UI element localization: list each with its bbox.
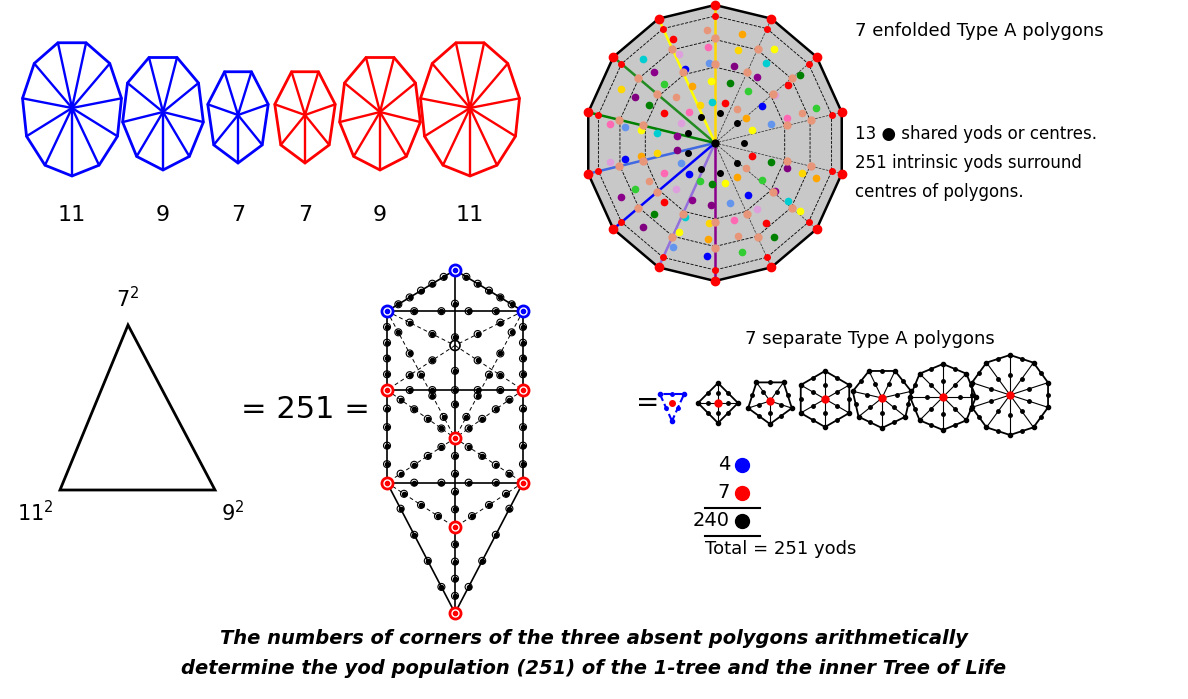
Text: $11^2$: $11^2$ [18, 500, 53, 525]
Text: =: = [637, 389, 659, 417]
Text: 11: 11 [58, 205, 86, 225]
Text: $7^2$: $7^2$ [116, 286, 140, 311]
Text: determine the yod population (251) of the 1-tree and the inner Tree of Life: determine the yod population (251) of th… [182, 658, 1006, 677]
Text: 9: 9 [156, 205, 170, 225]
Text: 7 separate Type A polygons: 7 separate Type A polygons [745, 330, 994, 348]
Text: 7 enfolded Type A polygons: 7 enfolded Type A polygons [855, 22, 1104, 40]
Text: 240: 240 [693, 512, 729, 531]
Text: = 251 =: = 251 = [240, 396, 369, 424]
Polygon shape [588, 5, 842, 281]
Text: 4: 4 [718, 456, 729, 475]
Text: The numbers of corners of the three absent polygons arithmetically: The numbers of corners of the three abse… [220, 628, 968, 647]
Text: 13 ● shared yods or centres.
251 intrinsic yods surround
centres of polygons.: 13 ● shared yods or centres. 251 intrins… [855, 125, 1097, 201]
Text: 9: 9 [373, 205, 387, 225]
Text: 7: 7 [230, 205, 245, 225]
Text: Total = 251 yods: Total = 251 yods [704, 540, 857, 558]
Text: $9^2$: $9^2$ [221, 500, 245, 525]
Text: 11: 11 [456, 205, 485, 225]
Text: 7: 7 [298, 205, 312, 225]
Text: 7: 7 [718, 484, 729, 503]
